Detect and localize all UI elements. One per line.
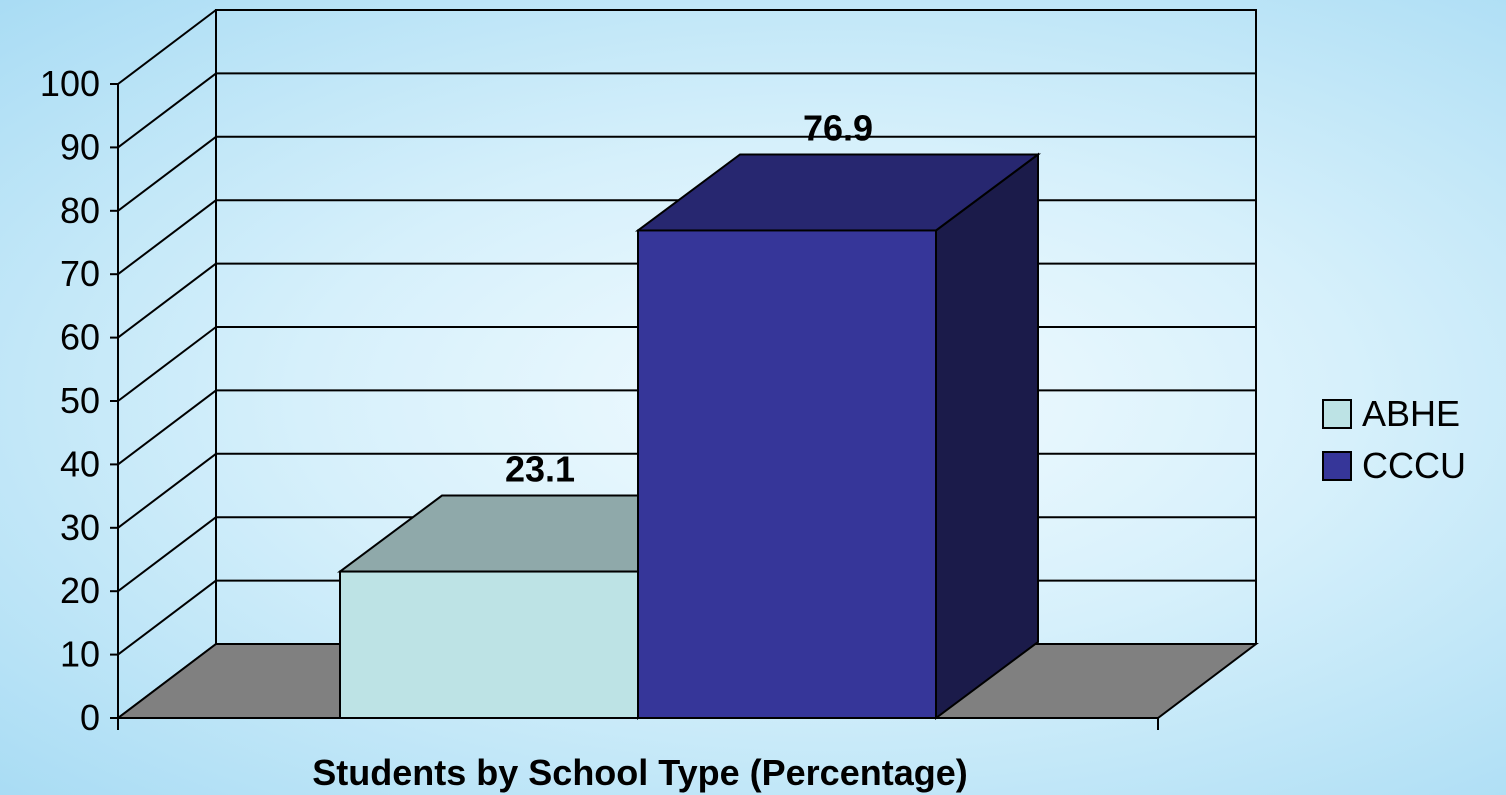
gridline-side-10	[117, 579, 217, 656]
legend-item-cccu: CCCU	[1322, 440, 1466, 492]
legend-swatch-abhe	[1322, 399, 1352, 429]
bar-cccu	[634, 152, 1042, 720]
data-labels: 23.1 76.9	[505, 107, 873, 489]
legend-label-cccu: CCCU	[1362, 445, 1466, 486]
data-label-abhe: 23.1	[505, 449, 575, 490]
gridline-side-60	[117, 262, 217, 339]
legend-label-abhe: ABHE	[1362, 393, 1461, 434]
gridline-side-70	[117, 199, 217, 275]
legend: ABHE CCCU	[1322, 388, 1466, 492]
gridline-side-20	[117, 516, 217, 592]
data-label-cccu: 76.9	[803, 107, 873, 148]
bars	[336, 152, 1042, 720]
bar-side-cccu	[935, 152, 1039, 720]
gridline-side-90	[117, 72, 217, 149]
y-tick-label-90: 90	[60, 126, 100, 167]
y-axis-ticks: 0 10 20 30 40 50 60 70 80 90 100	[40, 63, 1159, 738]
gridline-side-50	[117, 326, 217, 402]
legend-swatch-cccu	[1322, 451, 1352, 481]
y-tick-label-40: 40	[60, 443, 100, 484]
y-tick-label-100: 100	[40, 63, 100, 104]
gridline-side-80	[117, 136, 217, 212]
x-axis-label: Students by School Type (Percentage)	[312, 752, 967, 793]
gridline-side-100	[117, 9, 217, 85]
y-tick-label-60: 60	[60, 317, 100, 358]
bar-front-cccu	[637, 229, 937, 719]
y-tick-label-20: 20	[60, 570, 100, 611]
y-tick-label-30: 30	[60, 507, 100, 548]
y-tick-label-80: 80	[60, 190, 100, 231]
y-tick-label-10: 10	[60, 634, 100, 675]
gridline-side-30	[117, 453, 217, 529]
legend-item-abhe: ABHE	[1322, 388, 1466, 440]
y-tick-label-70: 70	[60, 253, 100, 294]
y-tick-label-50: 50	[60, 380, 100, 421]
gridline-side-40	[117, 389, 217, 466]
y-tick-label-0: 0	[80, 697, 100, 738]
bar-front-abhe	[339, 570, 639, 720]
